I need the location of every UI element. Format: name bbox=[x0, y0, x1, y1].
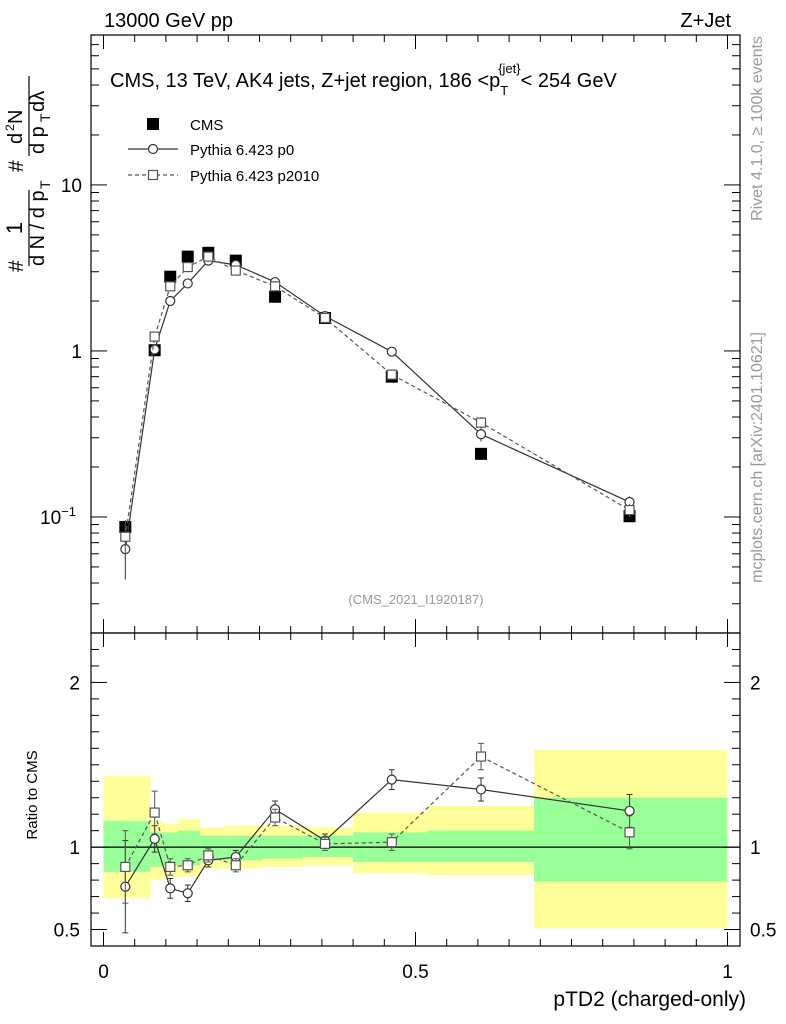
p0-point bbox=[149, 344, 160, 355]
ylabel-den2: d p bbox=[27, 126, 49, 154]
band-stat-3 bbox=[178, 830, 201, 866]
ylabel-den1: d N / d p bbox=[27, 190, 49, 266]
title-main: CMS, 13 TeV, AK4 jets, Z+jet region, 186… bbox=[110, 70, 500, 92]
y-tick-label: 1 bbox=[71, 342, 82, 363]
ratio-p0-point bbox=[475, 784, 487, 795]
cms-point bbox=[269, 290, 282, 303]
ylabel-den2-tail: dλ bbox=[27, 91, 49, 112]
rivet-label: Rivet 4.1.0, ≥ 100k events bbox=[749, 36, 766, 221]
ratio-p2010-point bbox=[319, 838, 331, 849]
ratio-p2010-point bbox=[203, 850, 214, 861]
x-tick-label: 1 bbox=[722, 962, 733, 983]
y-tick-label: 10 bbox=[61, 176, 82, 197]
p2010-point bbox=[386, 369, 397, 380]
x-tick-label: 0.5 bbox=[402, 962, 428, 983]
ratio-tick-label-left: 0.5 bbox=[54, 921, 80, 942]
legend-marker-p0 bbox=[147, 143, 159, 155]
analysis-id: (CMS_2021_I1920187) bbox=[348, 592, 483, 607]
header-right: Z+Jet bbox=[680, 10, 731, 32]
legend: CMS Pythia 6.423 p0 Pythia 6.423 p2010 bbox=[128, 117, 319, 185]
x-axis-label: pTD2 (charged-only) bbox=[553, 988, 746, 1011]
mcplots-label: mcplots.cern.ch [arXiv:2401.10621] bbox=[749, 332, 766, 583]
legend-label-cms: CMS bbox=[190, 117, 223, 134]
p2010-point bbox=[624, 504, 635, 516]
ylabel-num2-sup: 2 bbox=[3, 124, 17, 131]
y-axis-label: # 1 d N / d p T # d 2 N d p T dλ bbox=[2, 76, 53, 272]
legend-label-p0: Pythia 6.423 p0 bbox=[190, 142, 294, 159]
band-stat-9 bbox=[427, 830, 535, 862]
ylabel-den1-sub: T bbox=[37, 180, 53, 189]
ratio-p2010-point bbox=[230, 860, 241, 871]
series-line-2 bbox=[124, 255, 630, 537]
ratio-p2010-point bbox=[269, 812, 281, 823]
ratio-series bbox=[120, 742, 635, 934]
ylabel-hash-2: # bbox=[5, 160, 28, 172]
p2010-point bbox=[203, 251, 214, 262]
legend-marker-p2010 bbox=[147, 169, 159, 181]
x-tick-label: 0 bbox=[98, 962, 109, 983]
ratio-line-2 bbox=[124, 755, 630, 868]
y-tick-label: 10−1 bbox=[40, 504, 76, 529]
axis-ticks: 0 0.5 1 10−1 1 10 0.5 0.5 1 1 2 2 bbox=[40, 34, 776, 983]
ratio-p2010-point bbox=[475, 751, 487, 762]
ylabel-num2-tail: N bbox=[5, 110, 27, 124]
p2010-point bbox=[230, 265, 241, 276]
title-tail: < 254 GeV bbox=[521, 70, 618, 92]
title-sup: {jet} bbox=[498, 61, 521, 76]
ratio-tick-label-right: 1 bbox=[750, 838, 761, 859]
p2010-point bbox=[165, 281, 176, 292]
legend-label-p2010: Pythia 6.423 p2010 bbox=[190, 168, 319, 185]
p2010-point bbox=[182, 261, 193, 273]
p0-point bbox=[165, 295, 176, 307]
chart-title: CMS, 13 TeV, AK4 jets, Z+jet region, 186… bbox=[110, 61, 617, 98]
p2010-point bbox=[319, 312, 331, 324]
cms-point bbox=[164, 270, 177, 283]
p0-point bbox=[182, 278, 193, 289]
ratio-tick-label-left: 2 bbox=[69, 673, 80, 694]
ratio-p0-point bbox=[149, 833, 160, 845]
ratio-p0-point bbox=[624, 805, 635, 817]
ratio-tick-label-right: 2 bbox=[750, 673, 761, 694]
ylabel-one: 1 bbox=[2, 222, 27, 234]
ratio-uncertainty-bands bbox=[103, 749, 728, 928]
series-line-1 bbox=[124, 259, 630, 550]
p0-point bbox=[386, 346, 397, 357]
header-left: 13000 GeV pp bbox=[104, 10, 233, 32]
ratio-p2010-point bbox=[120, 861, 131, 873]
ratio-p2010-point bbox=[149, 807, 160, 818]
ratio-p2010-point bbox=[624, 827, 635, 838]
ratio-p0-point bbox=[182, 888, 193, 899]
ratio-tick-label-left: 1 bbox=[69, 838, 80, 859]
p2010-point bbox=[475, 417, 487, 428]
ratio-p2010-point bbox=[386, 837, 397, 848]
ratio-p0-point bbox=[165, 883, 176, 894]
p2010-point bbox=[149, 331, 160, 342]
ylabel-hash-1: # bbox=[5, 260, 28, 272]
main-frame bbox=[90, 34, 741, 634]
ratio-tick-label-right: 0.5 bbox=[750, 921, 776, 942]
title-sub: T bbox=[500, 83, 508, 98]
p2010-point bbox=[269, 281, 281, 292]
p0-point bbox=[475, 429, 487, 440]
ylabel-num2: d bbox=[5, 133, 27, 144]
ratio-p2010-point bbox=[165, 861, 176, 873]
p2010-point bbox=[120, 531, 131, 542]
ratio-ylabel: Ratio to CMS bbox=[24, 750, 41, 839]
ylabel-den2-sub: T bbox=[37, 113, 53, 122]
ratio-p0-point bbox=[386, 774, 397, 785]
main-series bbox=[119, 246, 636, 580]
svg-text:CMS, 13 TeV, AK4 jets, Z+jet r: CMS, 13 TeV, AK4 jets, Z+jet region, 186… bbox=[110, 61, 617, 98]
ratio-p2010-point bbox=[182, 860, 193, 871]
band-stat-2 bbox=[162, 832, 179, 866]
cms-point bbox=[181, 250, 194, 263]
legend-marker-cms bbox=[147, 118, 159, 130]
cms-point bbox=[475, 447, 488, 460]
